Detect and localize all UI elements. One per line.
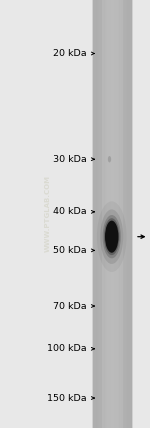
Bar: [106, 0, 107, 428]
Text: 100 kDa: 100 kDa: [47, 344, 87, 354]
Bar: [114, 0, 116, 428]
Bar: [129, 0, 130, 428]
Text: 30 kDa: 30 kDa: [53, 155, 87, 164]
Bar: [98, 0, 99, 428]
Bar: [127, 0, 129, 428]
Bar: [123, 0, 125, 428]
Bar: [96, 0, 98, 428]
Bar: [102, 0, 103, 428]
Bar: [112, 0, 114, 428]
Bar: [118, 0, 120, 428]
Bar: [126, 0, 128, 428]
Bar: [111, 0, 113, 428]
Bar: [99, 0, 101, 428]
Text: 150 kDa: 150 kDa: [47, 393, 87, 403]
Text: WWW.PTGLAB.COM: WWW.PTGLAB.COM: [45, 175, 51, 253]
Bar: [130, 0, 132, 428]
Ellipse shape: [104, 218, 120, 255]
Bar: [103, 0, 105, 428]
Bar: [119, 0, 121, 428]
Ellipse shape: [100, 209, 123, 264]
Ellipse shape: [108, 156, 111, 163]
Bar: [108, 0, 110, 428]
Bar: [122, 0, 124, 428]
Bar: [100, 0, 102, 428]
Ellipse shape: [105, 221, 119, 253]
Bar: [95, 0, 97, 428]
Text: 50 kDa: 50 kDa: [53, 246, 87, 255]
Ellipse shape: [103, 215, 121, 259]
Bar: [121, 0, 122, 428]
Bar: [110, 0, 111, 428]
Bar: [94, 0, 95, 428]
Bar: [92, 0, 94, 428]
Bar: [125, 0, 126, 428]
Text: 20 kDa: 20 kDa: [53, 49, 87, 58]
Text: 70 kDa: 70 kDa: [53, 301, 87, 311]
Bar: [117, 0, 118, 428]
Bar: [131, 0, 133, 428]
Bar: [102, 0, 123, 428]
Text: 40 kDa: 40 kDa: [53, 207, 87, 217]
Bar: [115, 0, 117, 428]
Ellipse shape: [97, 202, 127, 272]
Bar: [93, 0, 132, 428]
Bar: [104, 0, 106, 428]
Bar: [107, 0, 109, 428]
